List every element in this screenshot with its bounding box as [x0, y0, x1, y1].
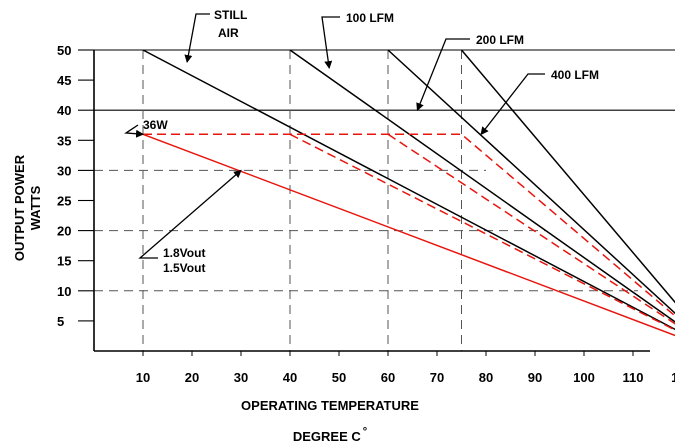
y-tick-label: 30 [57, 163, 71, 178]
annotation-label-2: 1.5Vout [163, 261, 205, 275]
x-tick-label: 120 [671, 370, 675, 385]
x-tick-label: 40 [283, 370, 297, 385]
series-line-still-air [142, 49, 675, 331]
annotation-2: 100 LFM [321, 11, 394, 70]
y-axis-title-line2: WATTS [28, 185, 43, 230]
y-tick-label: 10 [57, 284, 71, 299]
x-axis-subtitle: DEGREE C ° [293, 426, 367, 444]
degree-sign: ° [363, 426, 367, 438]
y-tick-label: 25 [57, 194, 71, 209]
y-tick-label: 35 [57, 133, 71, 148]
annotation-arrow [124, 124, 144, 138]
x-tick-label: 30 [234, 370, 248, 385]
tick-labels: 10 20 30 40 50 60 70 80 90 100 110 120 5 10 15 20 25 30 35… [57, 43, 675, 385]
annotation-arrow [321, 16, 340, 70]
series-lines [142, 49, 675, 337]
series-line-extra-6 [289, 133, 675, 331]
series-line-200-lfm [387, 49, 675, 315]
x-tick-label: 20 [185, 370, 199, 385]
annotation-label: 36W [143, 118, 168, 132]
y-tick-label: 15 [57, 254, 71, 269]
annotation-label: STILL [214, 8, 247, 22]
annotation-4: 400 LFM [480, 68, 599, 136]
annotation-1: STILL AIR [184, 8, 247, 64]
reference-grid [94, 49, 675, 351]
y-tick-label: 20 [57, 224, 71, 239]
annotation-arrow [184, 13, 210, 64]
y-tick-label: 45 [57, 73, 71, 88]
x-axis-title: OPERATING TEMPERATURE [241, 398, 419, 413]
annotation-label: 100 LFM [346, 11, 394, 25]
x-tick-label: 10 [136, 370, 150, 385]
axes [93, 50, 650, 352]
x-tick-label: 50 [332, 370, 346, 385]
annotation-label: 1.8Vout [163, 246, 205, 260]
y-tick-label: 40 [57, 103, 71, 118]
x-tick-label: 90 [528, 370, 542, 385]
series-line-extra-7 [387, 133, 675, 325]
series-line-100-lfm [289, 49, 675, 323]
x-tick-label: 60 [381, 370, 395, 385]
annotation-3: 200 LFM [416, 33, 524, 112]
x-tick-label: 80 [479, 370, 493, 385]
series-line-1-5vout [142, 133, 675, 337]
annotation-label-2: AIR [218, 26, 239, 40]
annotation-arrow [138, 169, 242, 259]
annotation-label: 200 LFM [476, 33, 524, 47]
x-axis-subtitle-text: DEGREE C [293, 429, 362, 444]
x-tick-label: 100 [573, 370, 595, 385]
y-tick-label: 5 [57, 314, 64, 329]
annotation-5: 36W [124, 118, 168, 138]
series-line-400-lfm [460, 49, 675, 304]
series-line-1-8vout [143, 133, 675, 317]
y-axis-title: OUTPUT POWER WATTS [12, 154, 43, 261]
y-axis-title-line1: OUTPUT POWER [12, 154, 27, 261]
annotations: STILL AIR 100 LFM 200 LFM 400 LFM 36W 1.8Vout1… [124, 8, 599, 275]
annotation-arrow [480, 73, 545, 136]
annotation-arrow [416, 38, 470, 112]
x-tick-label: 110 [623, 370, 644, 385]
x-tick-label: 70 [430, 370, 444, 385]
y-tick-label: 50 [57, 43, 71, 58]
annotation-label: 400 LFM [551, 68, 599, 82]
